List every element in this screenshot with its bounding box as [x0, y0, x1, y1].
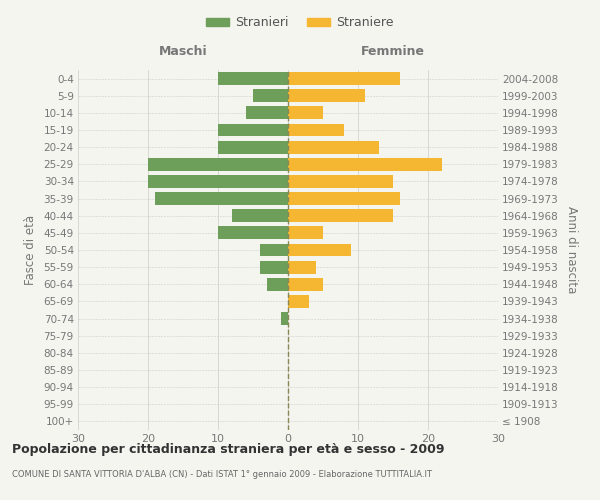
Bar	[232, 210, 288, 222]
Y-axis label: Fasce di età: Fasce di età	[23, 215, 37, 285]
Y-axis label: Anni di nascita: Anni di nascita	[565, 206, 578, 294]
Bar	[288, 158, 442, 170]
Bar	[288, 175, 393, 188]
Bar	[218, 72, 288, 85]
Bar	[246, 106, 288, 120]
Bar	[288, 278, 323, 290]
Bar	[288, 140, 379, 153]
Bar	[218, 140, 288, 153]
Bar	[260, 244, 288, 256]
Bar	[267, 278, 288, 290]
Bar	[148, 158, 288, 170]
Bar	[218, 124, 288, 136]
Text: Popolazione per cittadinanza straniera per età e sesso - 2009: Popolazione per cittadinanza straniera p…	[12, 442, 445, 456]
Bar	[288, 260, 316, 274]
Text: COMUNE DI SANTA VITTORIA D'ALBA (CN) - Dati ISTAT 1° gennaio 2009 - Elaborazione: COMUNE DI SANTA VITTORIA D'ALBA (CN) - D…	[12, 470, 432, 479]
Bar	[155, 192, 288, 205]
Bar	[288, 90, 365, 102]
Bar	[288, 124, 344, 136]
Bar	[288, 244, 351, 256]
Bar	[288, 106, 323, 120]
Bar	[148, 175, 288, 188]
Bar	[253, 90, 288, 102]
Bar	[218, 226, 288, 239]
Bar	[281, 312, 288, 325]
Bar	[288, 192, 400, 205]
Bar	[288, 72, 400, 85]
Text: Maschi: Maschi	[158, 45, 208, 58]
Bar	[288, 210, 393, 222]
Legend: Stranieri, Straniere: Stranieri, Straniere	[202, 11, 398, 34]
Text: Femmine: Femmine	[361, 45, 425, 58]
Bar	[288, 226, 323, 239]
Bar	[288, 295, 309, 308]
Bar	[260, 260, 288, 274]
